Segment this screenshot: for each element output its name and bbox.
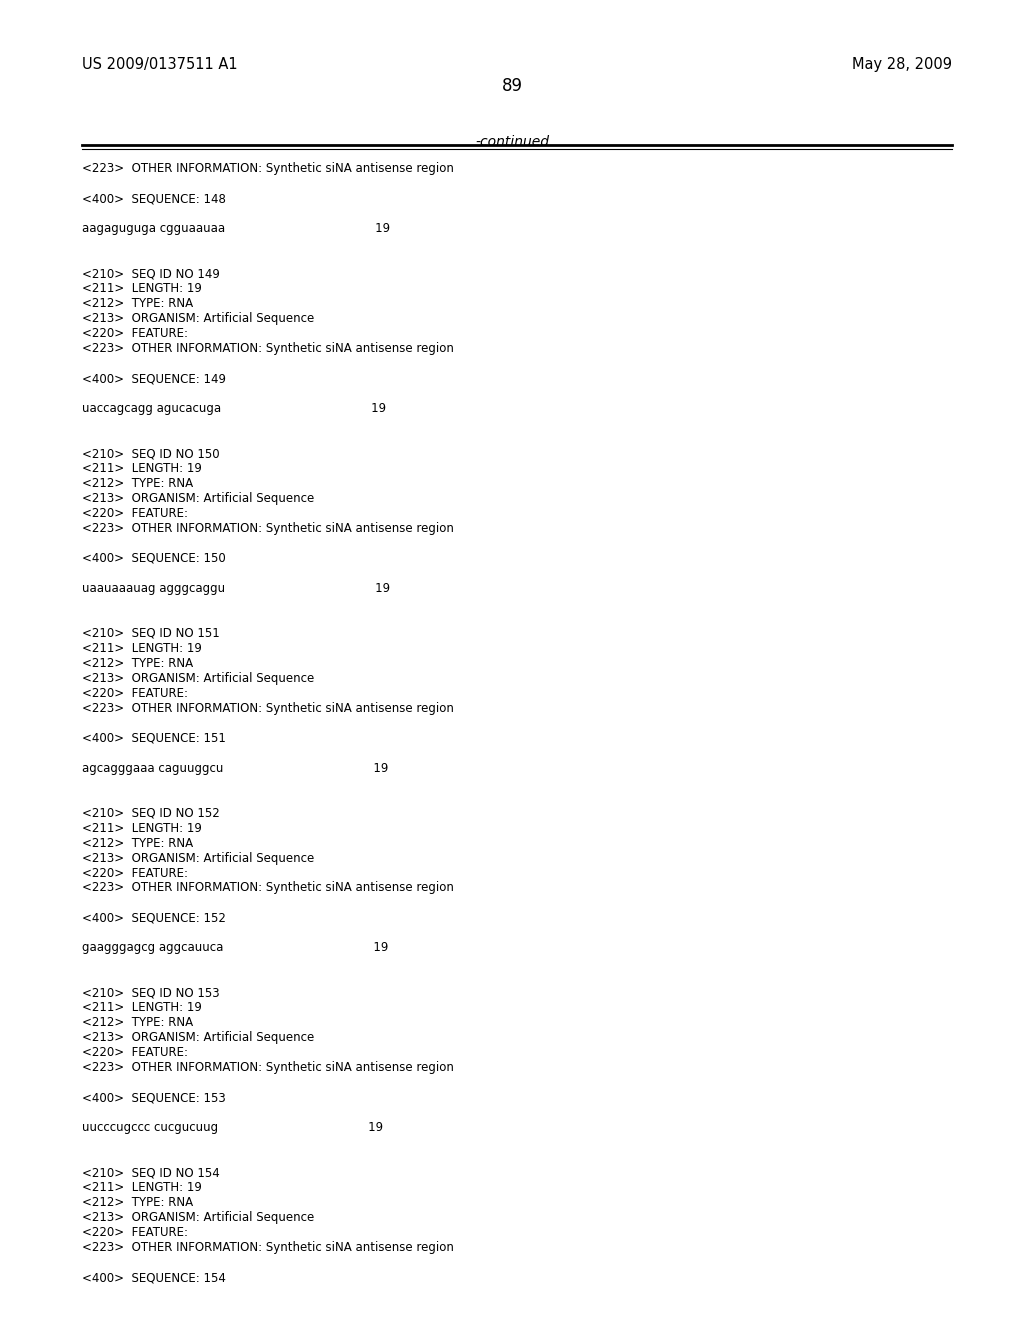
Text: <210>  SEQ ID NO 154: <210> SEQ ID NO 154 xyxy=(82,1166,220,1179)
Text: <223>  OTHER INFORMATION: Synthetic siNA antisense region: <223> OTHER INFORMATION: Synthetic siNA … xyxy=(82,702,454,714)
Text: <400>  SEQUENCE: 148: <400> SEQUENCE: 148 xyxy=(82,193,226,206)
Text: <213>  ORGANISM: Artificial Sequence: <213> ORGANISM: Artificial Sequence xyxy=(82,672,314,685)
Text: uucccugccc cucgucuug                                        19: uucccugccc cucgucuug 19 xyxy=(82,1121,383,1134)
Text: <220>  FEATURE:: <220> FEATURE: xyxy=(82,1226,188,1239)
Text: <210>  SEQ ID NO 150: <210> SEQ ID NO 150 xyxy=(82,447,219,459)
Text: <223>  OTHER INFORMATION: Synthetic siNA antisense region: <223> OTHER INFORMATION: Synthetic siNA … xyxy=(82,162,454,176)
Text: <213>  ORGANISM: Artificial Sequence: <213> ORGANISM: Artificial Sequence xyxy=(82,851,314,865)
Text: <212>  TYPE: RNA: <212> TYPE: RNA xyxy=(82,837,194,850)
Text: <220>  FEATURE:: <220> FEATURE: xyxy=(82,507,188,520)
Text: <212>  TYPE: RNA: <212> TYPE: RNA xyxy=(82,1196,194,1209)
Text: <212>  TYPE: RNA: <212> TYPE: RNA xyxy=(82,657,194,669)
Text: <213>  ORGANISM: Artificial Sequence: <213> ORGANISM: Artificial Sequence xyxy=(82,492,314,506)
Text: -continued: -continued xyxy=(475,135,549,149)
Text: <223>  OTHER INFORMATION: Synthetic siNA antisense region: <223> OTHER INFORMATION: Synthetic siNA … xyxy=(82,882,454,895)
Text: <211>  LENGTH: 19: <211> LENGTH: 19 xyxy=(82,282,202,296)
Text: <400>  SEQUENCE: 153: <400> SEQUENCE: 153 xyxy=(82,1092,225,1105)
Text: US 2009/0137511 A1: US 2009/0137511 A1 xyxy=(82,57,238,71)
Text: May 28, 2009: May 28, 2009 xyxy=(852,57,952,71)
Text: <211>  LENGTH: 19: <211> LENGTH: 19 xyxy=(82,821,202,834)
Text: <400>  SEQUENCE: 151: <400> SEQUENCE: 151 xyxy=(82,731,226,744)
Text: <213>  ORGANISM: Artificial Sequence: <213> ORGANISM: Artificial Sequence xyxy=(82,1031,314,1044)
Text: <400>  SEQUENCE: 154: <400> SEQUENCE: 154 xyxy=(82,1271,226,1284)
Text: <210>  SEQ ID NO 152: <210> SEQ ID NO 152 xyxy=(82,807,220,820)
Text: <212>  TYPE: RNA: <212> TYPE: RNA xyxy=(82,477,194,490)
Text: <211>  LENGTH: 19: <211> LENGTH: 19 xyxy=(82,462,202,475)
Text: <211>  LENGTH: 19: <211> LENGTH: 19 xyxy=(82,642,202,655)
Text: <220>  FEATURE:: <220> FEATURE: xyxy=(82,866,188,879)
Text: <212>  TYPE: RNA: <212> TYPE: RNA xyxy=(82,1016,194,1030)
Text: 89: 89 xyxy=(502,77,522,95)
Text: <220>  FEATURE:: <220> FEATURE: xyxy=(82,686,188,700)
Text: <223>  OTHER INFORMATION: Synthetic siNA antisense region: <223> OTHER INFORMATION: Synthetic siNA … xyxy=(82,521,454,535)
Text: <223>  OTHER INFORMATION: Synthetic siNA antisense region: <223> OTHER INFORMATION: Synthetic siNA … xyxy=(82,1241,454,1254)
Text: agcagggaaa caguuggcu                                        19: agcagggaaa caguuggcu 19 xyxy=(82,762,388,775)
Text: <210>  SEQ ID NO 151: <210> SEQ ID NO 151 xyxy=(82,627,220,640)
Text: <212>  TYPE: RNA: <212> TYPE: RNA xyxy=(82,297,194,310)
Text: uaauaaauag agggcaggu                                        19: uaauaaauag agggcaggu 19 xyxy=(82,582,390,595)
Text: <400>  SEQUENCE: 152: <400> SEQUENCE: 152 xyxy=(82,911,226,924)
Text: <211>  LENGTH: 19: <211> LENGTH: 19 xyxy=(82,1181,202,1195)
Text: <210>  SEQ ID NO 153: <210> SEQ ID NO 153 xyxy=(82,986,219,999)
Text: <213>  ORGANISM: Artificial Sequence: <213> ORGANISM: Artificial Sequence xyxy=(82,1212,314,1224)
Text: <210>  SEQ ID NO 149: <210> SEQ ID NO 149 xyxy=(82,267,220,280)
Text: <220>  FEATURE:: <220> FEATURE: xyxy=(82,1047,188,1059)
Text: uaccagcagg agucacuga                                        19: uaccagcagg agucacuga 19 xyxy=(82,403,386,414)
Text: aagaguguga cgguaauaa                                        19: aagaguguga cgguaauaa 19 xyxy=(82,222,390,235)
Text: <400>  SEQUENCE: 150: <400> SEQUENCE: 150 xyxy=(82,552,225,565)
Text: gaagggagcg aggcauuca                                        19: gaagggagcg aggcauuca 19 xyxy=(82,941,388,954)
Text: <400>  SEQUENCE: 149: <400> SEQUENCE: 149 xyxy=(82,372,226,385)
Text: <223>  OTHER INFORMATION: Synthetic siNA antisense region: <223> OTHER INFORMATION: Synthetic siNA … xyxy=(82,1061,454,1074)
Text: <223>  OTHER INFORMATION: Synthetic siNA antisense region: <223> OTHER INFORMATION: Synthetic siNA … xyxy=(82,342,454,355)
Text: <211>  LENGTH: 19: <211> LENGTH: 19 xyxy=(82,1002,202,1014)
Text: <213>  ORGANISM: Artificial Sequence: <213> ORGANISM: Artificial Sequence xyxy=(82,313,314,325)
Text: <220>  FEATURE:: <220> FEATURE: xyxy=(82,327,188,341)
